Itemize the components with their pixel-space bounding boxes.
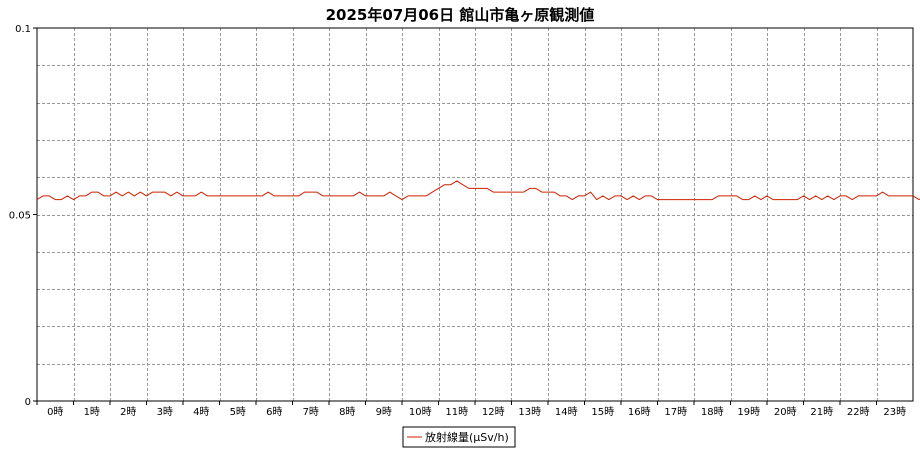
x-tick-label: 16時 [628,406,651,418]
series-line [36,180,920,201]
x-tick-label: 18時 [701,406,724,418]
x-tick-label: 0時 [47,406,63,418]
chart-title: 2025年07月06日 館山市亀ヶ原観測値 [326,6,595,24]
x-tick-label: 14時 [555,406,578,418]
x-tick-label: 11時 [445,406,468,418]
axes: 0 0.05 0.1 0時 1時 2時 3時 4時 5時 6時 7時 8時 9時 10時 11時 12時 13時… [9,24,906,418]
x-tick-label: 13時 [518,406,541,418]
legend: 放射線量(μSv/h) [402,426,516,448]
x-tick-label: 1時 [84,406,100,418]
x-tick-label: 15時 [591,406,614,418]
x-tick-label: 20時 [774,406,797,418]
x-tick-label: 19時 [737,406,760,418]
x-tick-label: 4時 [193,406,209,418]
grid-lines [37,28,913,401]
x-tick-label: 12時 [482,406,505,418]
x-tick-label: 9時 [376,406,392,418]
series-lines [36,180,920,201]
x-tick-label: 10時 [409,406,432,418]
y-tick-label: 0 [25,397,31,408]
x-tick-label: 21時 [810,406,833,418]
x-tick-label: 7時 [303,406,319,418]
x-tick-label: 3時 [157,406,173,418]
x-tick-label: 23時 [883,406,906,418]
y-tick-label: 0.05 [9,211,31,222]
legend-label: 放射線量(μSv/h) [425,430,509,444]
x-tick-label: 5時 [230,406,246,418]
x-tick-label: 8時 [339,406,355,418]
x-tick-label: 2時 [120,406,136,418]
x-tick-label: 6時 [266,406,282,418]
x-tick-label: 17時 [664,406,687,418]
y-tick-label: 0.1 [15,24,31,35]
legend-box [402,426,516,448]
x-tick-label: 22時 [847,406,870,418]
